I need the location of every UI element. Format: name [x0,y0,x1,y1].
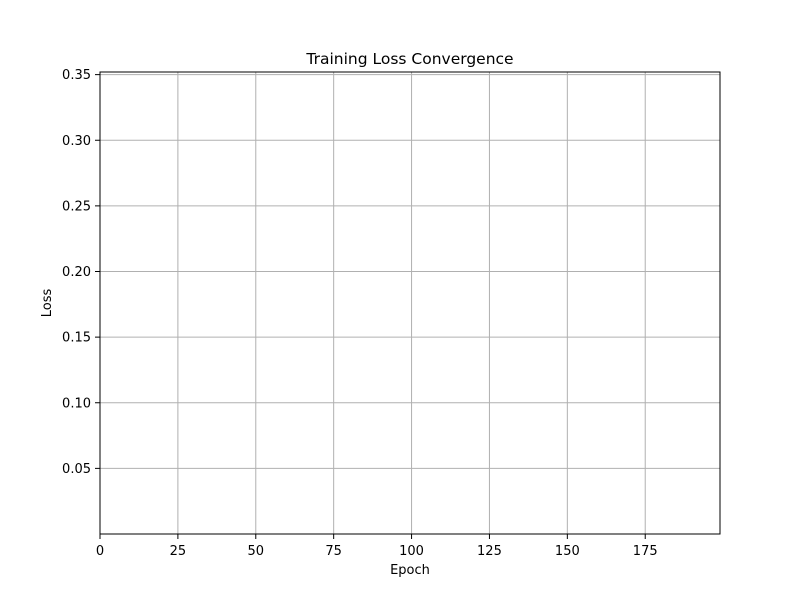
y-axis-label: Loss [40,289,55,318]
x-axis-label: Epoch [390,563,430,578]
x-tick-label: 0 [96,544,104,559]
y-tick-label: 0.10 [62,396,91,411]
y-tick-label: 0.25 [62,199,91,214]
chart-title: Training Loss Convergence [305,50,513,68]
plot-area-frame [99,71,721,535]
y-tick-label: 0.35 [62,68,91,83]
y-tick-label: 0.30 [62,134,91,149]
x-tick-label: 25 [170,544,187,559]
y-axis: 0.05 0.10 0.15 0.20 0.25 0.30 0.35 [62,68,100,477]
x-tick-label: 175 [633,544,658,559]
x-tick-label: 100 [399,544,424,559]
y-tick-label: 0.15 [62,331,91,346]
x-tick-label: 75 [325,544,342,559]
x-tick-label: 50 [248,544,265,559]
x-tick-label: 125 [477,544,502,559]
x-axis: 0 25 50 75 100 125 150 175 [96,534,658,559]
x-tick-label: 150 [555,544,580,559]
grid-lines [99,72,720,534]
y-tick-label: 0.20 [62,265,91,280]
y-tick-label: 0.05 [62,462,91,477]
